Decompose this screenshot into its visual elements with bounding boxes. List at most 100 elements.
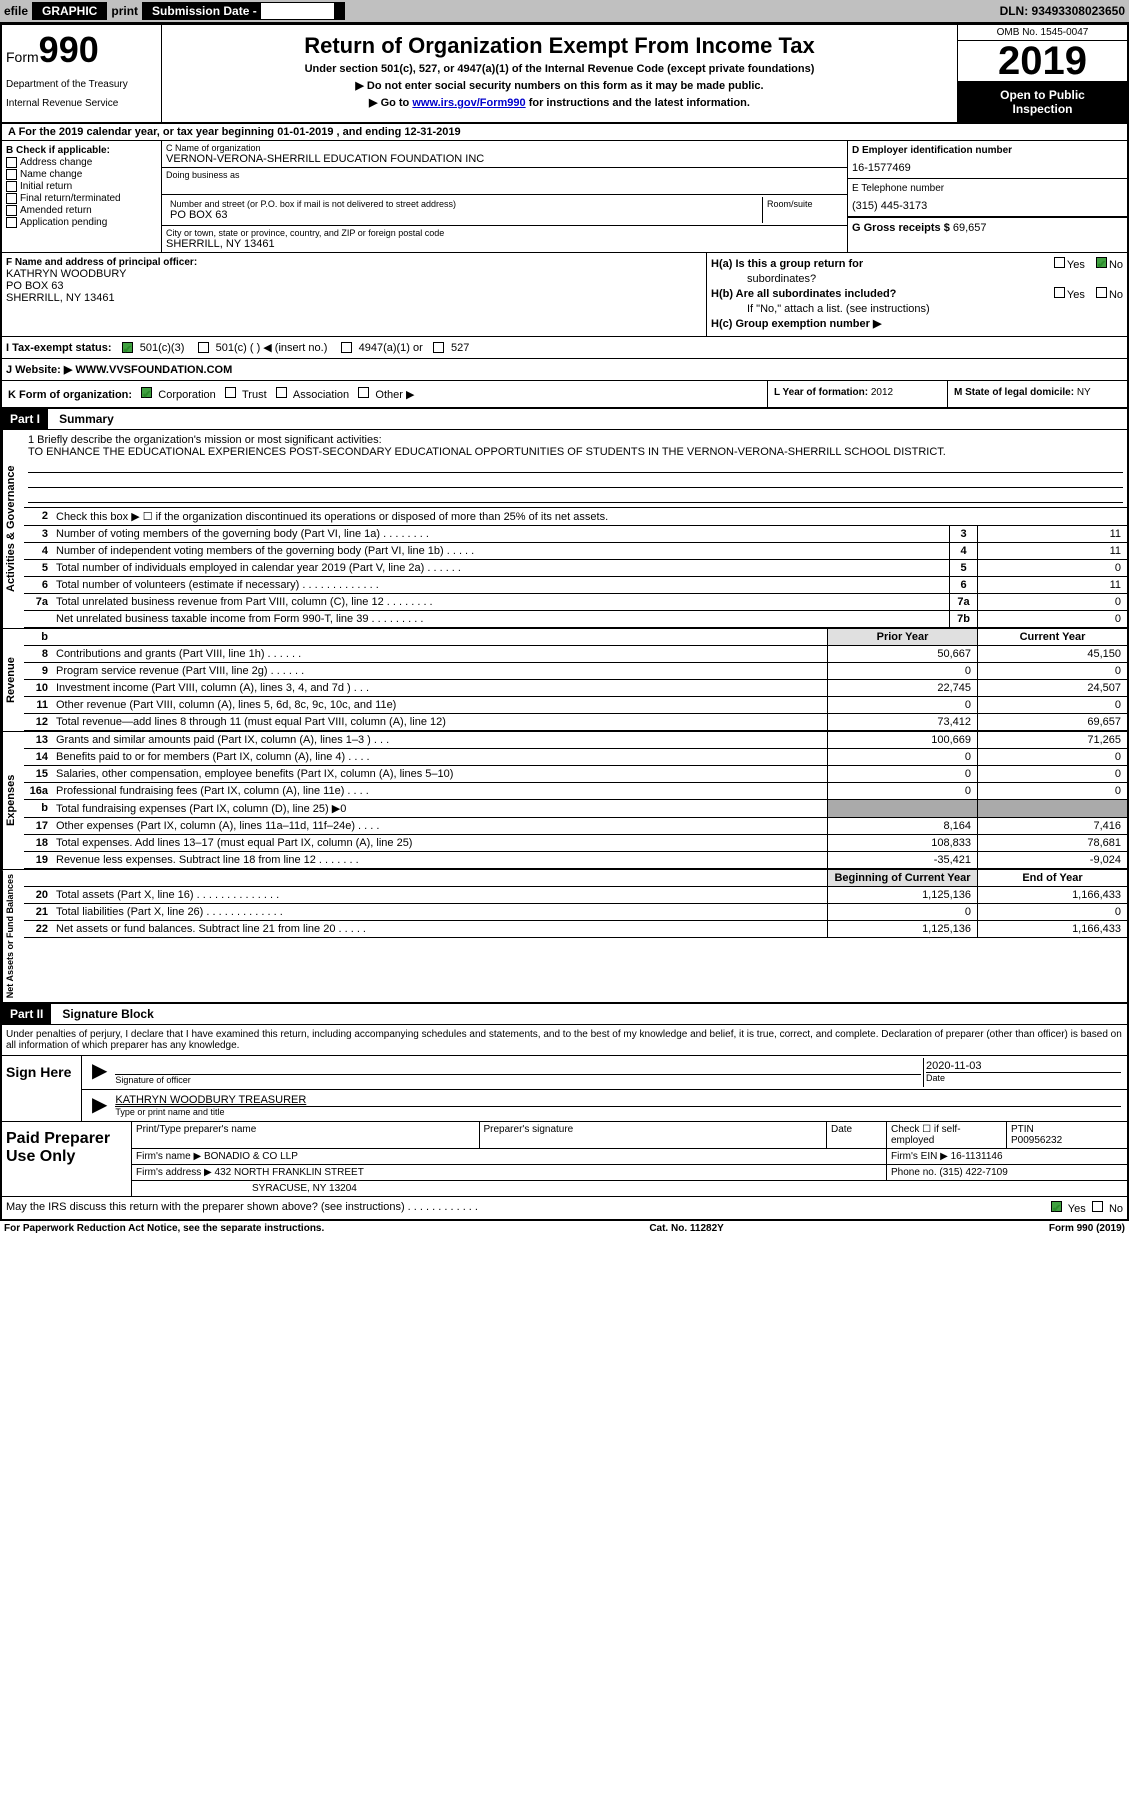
chk-hb-no[interactable] bbox=[1096, 287, 1107, 298]
title-row: Form990 Department of the Treasury Inter… bbox=[2, 25, 1127, 124]
activities-governance-block: Activities & Governance 1 Briefly descri… bbox=[2, 430, 1127, 628]
table-row: 14 Benefits paid to or for members (Part… bbox=[24, 749, 1127, 766]
chk-amended-return[interactable] bbox=[6, 205, 17, 216]
section-b-title: B Check if applicable: bbox=[6, 145, 157, 156]
subtitle-2: ▶ Do not enter social security numbers o… bbox=[166, 79, 953, 92]
chk-ha-no[interactable]: ✔ bbox=[1096, 257, 1107, 268]
ации-value: 16-1577469 bbox=[852, 156, 1123, 174]
addr-label: Number and street (or P.O. box if mail i… bbox=[170, 199, 758, 209]
title-center: Return of Organization Exempt From Incom… bbox=[162, 25, 957, 122]
side-label-expenses: Expenses bbox=[2, 732, 24, 869]
l-year-formation: L Year of formation: 2012 bbox=[767, 381, 947, 407]
table-row: 18 Total expenses. Add lines 13–17 (must… bbox=[24, 835, 1127, 852]
dept-treasury: Department of the Treasury bbox=[6, 79, 157, 90]
submission-date-label: Submission Date - 2020-11-03 bbox=[142, 2, 345, 20]
part-2-header-row: Part II Signature Block bbox=[2, 1002, 1127, 1025]
row-k-l-m: K Form of organization: ✔ Corporation Tr… bbox=[2, 381, 1127, 409]
discuss-row: May the IRS discuss this return with the… bbox=[2, 1196, 1127, 1219]
chk-other[interactable] bbox=[358, 387, 369, 398]
chk-final-return[interactable] bbox=[6, 193, 17, 204]
signature-declaration: Under penalties of perjury, I declare th… bbox=[2, 1025, 1127, 1055]
chk-initial-return[interactable] bbox=[6, 181, 17, 192]
arrow-icon: ▶ bbox=[86, 1058, 113, 1087]
chk-501c[interactable] bbox=[198, 342, 209, 353]
table-row: b Total fundraising expenses (Part IX, c… bbox=[24, 800, 1127, 818]
ein-label: D Employer identification number bbox=[852, 145, 1123, 156]
chk-application-pending[interactable] bbox=[6, 217, 17, 228]
k-form-org: K Form of organization: ✔ Corporation Tr… bbox=[2, 381, 767, 407]
paid-preparer-block: Paid Preparer Use Only Print/Type prepar… bbox=[2, 1121, 1127, 1196]
side-label-governance: Activities & Governance bbox=[2, 430, 24, 628]
section-f-h: F Name and address of principal officer:… bbox=[2, 253, 1127, 337]
m-state-domicile: M State of legal domicile: NY bbox=[947, 381, 1127, 407]
officer-addr1: PO BOX 63 bbox=[6, 280, 702, 292]
tel-value: (315) 445-3173 bbox=[852, 194, 1123, 212]
addr-value: PO BOX 63 bbox=[170, 209, 758, 221]
table-row: 16a Professional fundraising fees (Part … bbox=[24, 783, 1127, 800]
officer-label: F Name and address of principal officer: bbox=[6, 257, 702, 268]
chk-corporation[interactable]: ✔ bbox=[141, 387, 152, 398]
dept-irs: Internal Revenue Service bbox=[6, 98, 157, 109]
part-2-badge: Part II bbox=[2, 1004, 51, 1024]
end-year-header: End of Year bbox=[977, 870, 1127, 886]
table-row: 15 Salaries, other compensation, employe… bbox=[24, 766, 1127, 783]
sub-label: Submission Date - bbox=[152, 4, 260, 18]
graphic-button[interactable]: GRAPHIC bbox=[32, 2, 107, 20]
form-990-document: Form990 Department of the Treasury Inter… bbox=[0, 23, 1129, 1221]
mission-block: 1 Briefly describe the organization's mi… bbox=[24, 430, 1127, 508]
column-f-officer: F Name and address of principal officer:… bbox=[2, 253, 707, 336]
submission-date-value: 2020-11-03 bbox=[260, 2, 335, 20]
table-row: 20 Total assets (Part X, line 16) . . . … bbox=[24, 887, 1127, 904]
officer-name: KATHRYN WOODBURY bbox=[6, 268, 702, 280]
row-i-tax-status: I Tax-exempt status: ✔ 501(c)(3) 501(c) … bbox=[2, 337, 1127, 359]
chk-trust[interactable] bbox=[225, 387, 236, 398]
footer-mid: Cat. No. 11282Y bbox=[324, 1223, 1049, 1234]
chk-address-change[interactable] bbox=[6, 157, 17, 168]
irs-link[interactable]: www.irs.gov/Form990 bbox=[412, 97, 525, 109]
officer-addr2: SHERRILL, NY 13461 bbox=[6, 292, 702, 304]
table-row: 11 Other revenue (Part VIII, column (A),… bbox=[24, 697, 1127, 714]
side-label-net-assets: Net Assets or Fund Balances bbox=[2, 870, 24, 1002]
subtitle-1: Under section 501(c), 527, or 4947(a)(1)… bbox=[166, 63, 953, 75]
sign-here-label: Sign Here bbox=[2, 1056, 82, 1121]
table-row: 12 Total revenue—add lines 8 through 11 … bbox=[24, 714, 1127, 731]
table-row: 8 Contributions and grants (Part VIII, l… bbox=[24, 646, 1127, 663]
print-label[interactable]: print bbox=[111, 4, 138, 18]
website-value: WWW.VVSFOUNDATION.COM bbox=[75, 364, 232, 376]
part-2-title: Signature Block bbox=[54, 1004, 161, 1024]
org-name-label: C Name of organization bbox=[166, 143, 843, 153]
chk-discuss-no[interactable] bbox=[1092, 1201, 1103, 1212]
chk-ha-yes[interactable] bbox=[1054, 257, 1065, 268]
footer-right: Form 990 (2019) bbox=[1049, 1223, 1125, 1234]
section-b-through-g: B Check if applicable: Address change Na… bbox=[2, 141, 1127, 253]
form-number-block: Form990 Department of the Treasury Inter… bbox=[2, 25, 162, 122]
table-row: 7a Total unrelated business revenue from… bbox=[24, 594, 1127, 611]
table-row: 3 Number of voting members of the govern… bbox=[24, 526, 1127, 543]
table-row: 21 Total liabilities (Part X, line 26) .… bbox=[24, 904, 1127, 921]
table-row: Net unrelated business taxable income fr… bbox=[24, 611, 1127, 628]
column-c-name-address: C Name of organization VERNON-VERONA-SHE… bbox=[162, 141, 847, 252]
room-label: Room/suite bbox=[767, 199, 839, 209]
table-row: 17 Other expenses (Part IX, column (A), … bbox=[24, 818, 1127, 835]
chk-501c3[interactable]: ✔ bbox=[122, 342, 133, 353]
chk-527[interactable] bbox=[433, 342, 444, 353]
main-title: Return of Organization Exempt From Incom… bbox=[166, 29, 953, 63]
revenue-block: Revenue b Prior Year Current Year 8 Cont… bbox=[2, 628, 1127, 731]
chk-association[interactable] bbox=[276, 387, 287, 398]
chk-name-change[interactable] bbox=[6, 169, 17, 180]
inspection-badge: Open to Public Inspection bbox=[958, 82, 1127, 122]
column-h-group: H(a) Is this a group return for Yes ✔No … bbox=[707, 253, 1127, 336]
chk-discuss-yes[interactable]: ✔ bbox=[1051, 1201, 1062, 1212]
mission-text: TO ENHANCE THE EDUCATIONAL EXPERIENCES P… bbox=[28, 446, 1123, 458]
chk-4947[interactable] bbox=[341, 342, 352, 353]
footer-left: For Paperwork Reduction Act Notice, see … bbox=[4, 1223, 324, 1234]
net-assets-block: Net Assets or Fund Balances Beginning of… bbox=[2, 869, 1127, 1002]
column-b-checkboxes: B Check if applicable: Address change Na… bbox=[2, 141, 162, 252]
efile-label: efile bbox=[4, 4, 28, 18]
column-d-e-g: D Employer identification number 16-1577… bbox=[847, 141, 1127, 252]
current-year-header: Current Year bbox=[977, 629, 1127, 645]
table-row: 19 Revenue less expenses. Subtract line … bbox=[24, 852, 1127, 869]
paid-preparer-label: Paid Preparer Use Only bbox=[2, 1122, 132, 1196]
chk-hb-yes[interactable] bbox=[1054, 287, 1065, 298]
subtitle-3: ▶ Go to www.irs.gov/Form990 for instruct… bbox=[166, 96, 953, 109]
